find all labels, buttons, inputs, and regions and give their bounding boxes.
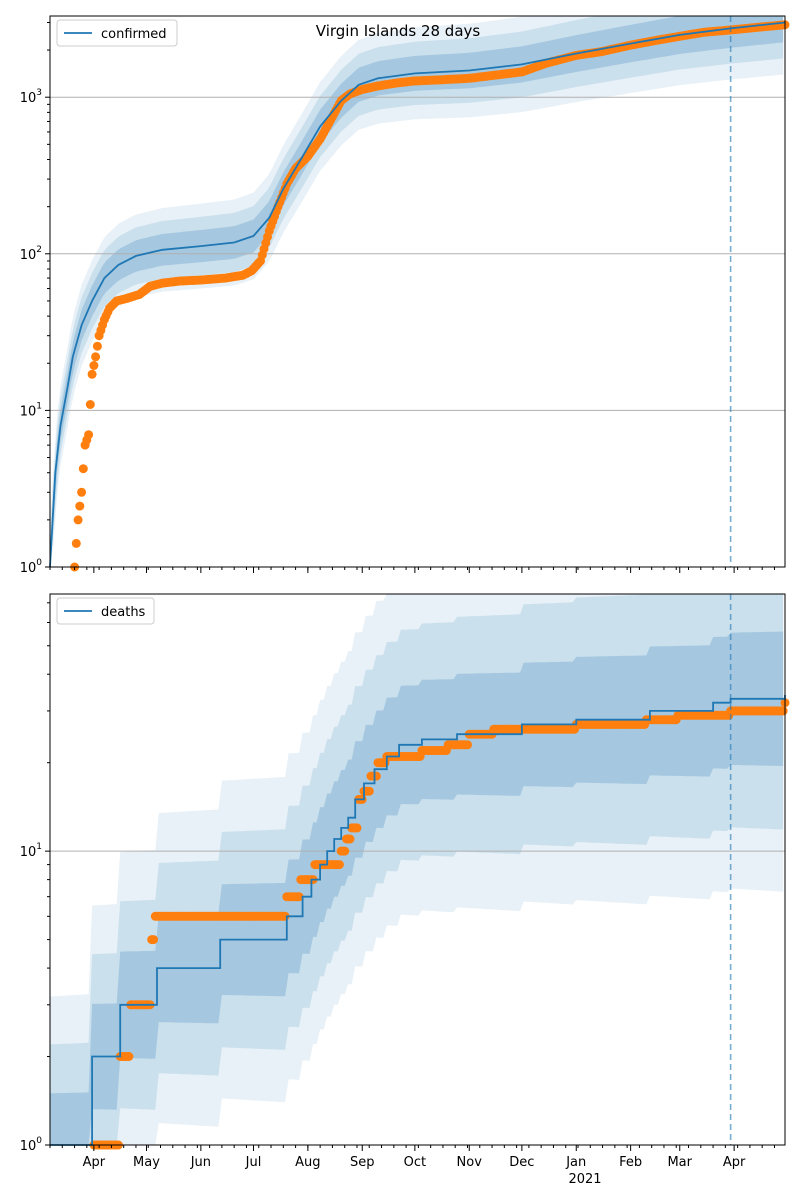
x-tick-label: Dec	[509, 1155, 534, 1170]
uncertainty-band	[50, 631, 784, 1145]
x-tick-label: Feb	[619, 1155, 642, 1170]
uncertainty-band	[50, 16, 784, 567]
deaths-uncertainty-bands	[50, 594, 784, 1145]
observed-point	[75, 501, 85, 511]
deaths-legend-label: deaths	[101, 605, 146, 620]
x-tick-label: Mar	[667, 1155, 692, 1170]
x-tick-label: Jun	[190, 1155, 211, 1170]
uncertainty-band	[50, 594, 784, 1145]
observed-point	[340, 846, 350, 856]
observed-point	[352, 823, 362, 833]
observed-point	[89, 361, 99, 370]
confirmed-legend: confirmed	[56, 19, 178, 47]
confirmed-model-line	[49, 21, 786, 568]
observed-point	[345, 834, 355, 844]
x-tick-label: Aug	[295, 1155, 320, 1170]
x-tick-label: Apr	[723, 1155, 746, 1170]
observed-point	[92, 341, 102, 351]
deaths-x-axis: Apr May Jun Jul Aug Sep Oct Nov Dec Jan Feb Mar Apr	[49, 1145, 775, 1170]
observed-point	[778, 706, 788, 716]
confirmed-uncertainty-bands	[50, 16, 784, 567]
deaths-legend-box	[56, 597, 155, 625]
x-tick-label: May	[133, 1155, 160, 1170]
uncertainty-band	[50, 594, 784, 1145]
deaths-plot-frame	[49, 593, 786, 1146]
observed-point	[364, 786, 374, 796]
observed-point	[294, 892, 304, 902]
observed-point	[78, 464, 88, 474]
x-tick-label: Jul	[245, 1155, 262, 1170]
confirmed-legend-label: confirmed	[101, 27, 167, 42]
deaths-observed-points	[89, 698, 790, 1150]
x-tick-label: Oct	[404, 1155, 426, 1170]
observed-point	[71, 538, 81, 548]
x-tick-label: Jan	[565, 1155, 586, 1170]
confirmed-legend-box	[56, 19, 178, 47]
x-tick-label: Nov	[457, 1155, 483, 1170]
observed-point	[91, 352, 101, 362]
observed-point	[124, 1052, 134, 1061]
observed-point	[84, 430, 94, 440]
observed-point	[77, 487, 87, 497]
confirmed-observed-points	[70, 20, 790, 572]
observed-point	[149, 935, 158, 945]
observed-point	[463, 740, 472, 750]
x-year-label: 2021	[568, 1172, 601, 1187]
x-tick-label: Apr	[83, 1155, 106, 1170]
deaths-model-line	[50, 695, 786, 1146]
confirmed-plot-frame	[49, 15, 786, 568]
observed-point	[73, 515, 83, 525]
observed-point	[85, 400, 95, 409]
observed-point	[87, 369, 97, 379]
deaths-legend: deaths	[56, 597, 155, 625]
x-tick-label: Sep	[350, 1155, 375, 1170]
observed-point	[371, 771, 381, 781]
observed-point	[334, 860, 344, 870]
confirmed-x-ticks	[49, 567, 775, 573]
chart-title: Virgin Islands 28 days	[316, 22, 481, 40]
